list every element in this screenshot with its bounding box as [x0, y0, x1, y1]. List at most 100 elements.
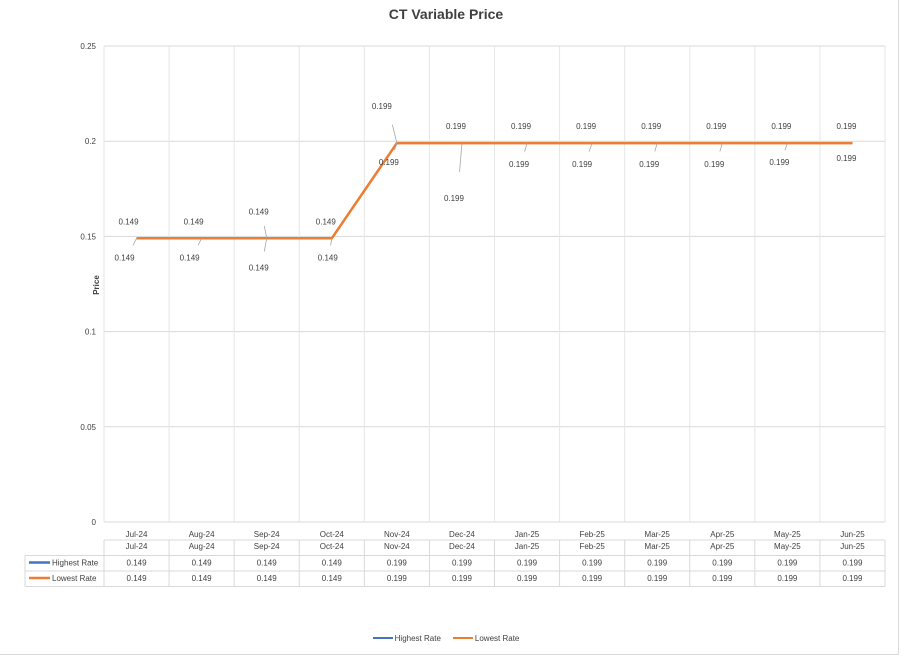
x-tick-label: Jul-24	[126, 530, 148, 539]
data-label-lowest: 0.149	[318, 253, 339, 262]
table-header-cell: Sep-24	[254, 542, 280, 551]
data-label-highest: 0.149	[249, 207, 270, 216]
legend-label: Lowest Rate	[474, 633, 520, 643]
table-row-label: Highest Rate	[52, 559, 99, 568]
table-cell: 0.199	[842, 559, 863, 568]
data-label-lowest: 0.199	[444, 194, 465, 203]
leader-line	[588, 142, 593, 152]
table-header-cell: Feb-25	[579, 542, 605, 551]
table-cell: 0.199	[712, 559, 733, 568]
table-cell: 0.199	[387, 559, 408, 568]
table-cell: 0.199	[452, 559, 473, 568]
y-tick-label: 0.05	[80, 423, 96, 432]
legend-swatch	[372, 637, 393, 639]
leader-line	[391, 124, 398, 144]
y-tick-label: 0.1	[85, 328, 97, 337]
data-label-highest: 0.199	[836, 122, 857, 131]
leader-line	[394, 142, 398, 151]
table-cell: 0.199	[777, 559, 798, 568]
data-label-lowest: 0.199	[704, 160, 725, 169]
leader-line	[132, 238, 137, 246]
x-tick-label: Feb-25	[579, 530, 605, 539]
data-label-highest: 0.199	[446, 122, 467, 131]
table-cell: 0.199	[582, 574, 603, 583]
legend-item-lowest-rate: Lowest Rate	[452, 633, 520, 643]
grid	[103, 45, 886, 523]
leader-line	[719, 142, 723, 152]
data-label-highest: 0.199	[771, 122, 792, 131]
x-axis: Jul-24 Aug-24 Sep-24 Oct-24 Nov-24 Dec-24 Jan-…	[126, 530, 866, 539]
data-label-highest: 0.199	[511, 122, 532, 131]
table-header-cell: Aug-24	[189, 542, 215, 551]
data-label-lowest: 0.199	[379, 158, 400, 167]
data-label-highest: 0.199	[576, 122, 597, 131]
table-header-cell: Nov-24	[384, 542, 410, 551]
table-cell: 0.149	[322, 574, 343, 583]
y-axis: 0 0.05 0.1 0.15 0.2 0.25 Price	[80, 42, 101, 527]
table-cell: 0.149	[257, 574, 278, 583]
leader-line	[524, 142, 528, 152]
table-cell: 0.199	[647, 559, 668, 568]
x-tick-label: Apr-25	[710, 530, 735, 539]
legend-swatch	[452, 637, 473, 639]
data-label-highest: 0.149	[184, 217, 205, 226]
series-lines	[136, 141, 853, 240]
table-header-cell: Jul-24	[126, 542, 148, 551]
table-cell: 0.199	[777, 574, 798, 583]
y-tick-label: 0.15	[80, 232, 96, 241]
table-header-cell: Dec-24	[449, 542, 475, 551]
leader-line	[784, 142, 788, 151]
x-tick-label: Jan-25	[515, 530, 540, 539]
table-cell: 0.199	[842, 574, 863, 583]
table-header-cell: Mar-25	[645, 542, 671, 551]
x-tick-label: Aug-24	[189, 530, 215, 539]
legend-item-highest-rate: Highest Rate	[372, 633, 441, 643]
data-label-lowest: 0.149	[115, 253, 136, 262]
data-label-highest: 0.199	[706, 122, 727, 131]
series-line-lowest-rate	[136, 141, 853, 240]
table-cell: 0.199	[712, 574, 733, 583]
data-label-lowest: 0.199	[639, 160, 660, 169]
data-label-highest: 0.199	[372, 102, 393, 111]
leader-line	[197, 238, 202, 246]
table-header-cell: Apr-25	[710, 542, 735, 551]
table-row-label: Lowest Rate	[52, 574, 97, 583]
table-cell: 0.149	[127, 574, 148, 583]
table-cell: 0.199	[517, 559, 538, 568]
table-header-cell: Jan-25	[515, 542, 540, 551]
table-header-cell: Jun-25	[840, 542, 865, 551]
y-tick-label: 0	[92, 518, 97, 527]
table-header-cell: May-25	[774, 542, 801, 551]
y-tick-label: 0.25	[80, 42, 96, 51]
data-label-lowest: 0.199	[572, 160, 593, 169]
table-cell: 0.199	[582, 559, 603, 568]
y-axis-title: Price	[92, 275, 101, 295]
data-label-highest: 0.149	[316, 217, 337, 226]
x-tick-label: Dec-24	[449, 530, 475, 539]
data-label-highest: 0.149	[119, 217, 140, 226]
legend: Highest Rate Lowest Rate	[0, 632, 892, 643]
table-cell: 0.199	[647, 574, 668, 583]
data-label-lowest: 0.199	[509, 160, 530, 169]
x-tick-label: May-25	[774, 530, 801, 539]
data-table: Jul-24 Aug-24 Sep-24 Oct-24 Nov-24 Dec-24 Jan-…	[24, 539, 886, 587]
leader-line	[330, 238, 333, 246]
data-label-lowest: 0.149	[180, 253, 201, 262]
table-cell: 0.149	[257, 559, 278, 568]
x-tick-label: Sep-24	[254, 530, 280, 539]
x-tick-label: Oct-24	[320, 530, 345, 539]
x-tick-label: Nov-24	[384, 530, 410, 539]
chart-title: CT Variable Price	[388, 6, 504, 22]
table-cell: 0.199	[387, 574, 408, 583]
legend-label: Highest Rate	[394, 633, 441, 643]
leader-line	[654, 142, 658, 152]
table-cell: 0.149	[127, 559, 148, 568]
data-label-lowest: 0.199	[769, 158, 790, 167]
data-label-lowest: 0.199	[836, 154, 857, 163]
table-cell: 0.149	[322, 559, 343, 568]
data-label-lowest: 0.149	[249, 263, 270, 272]
data-label-highest: 0.199	[641, 122, 662, 131]
y-tick-label: 0.2	[85, 137, 97, 146]
